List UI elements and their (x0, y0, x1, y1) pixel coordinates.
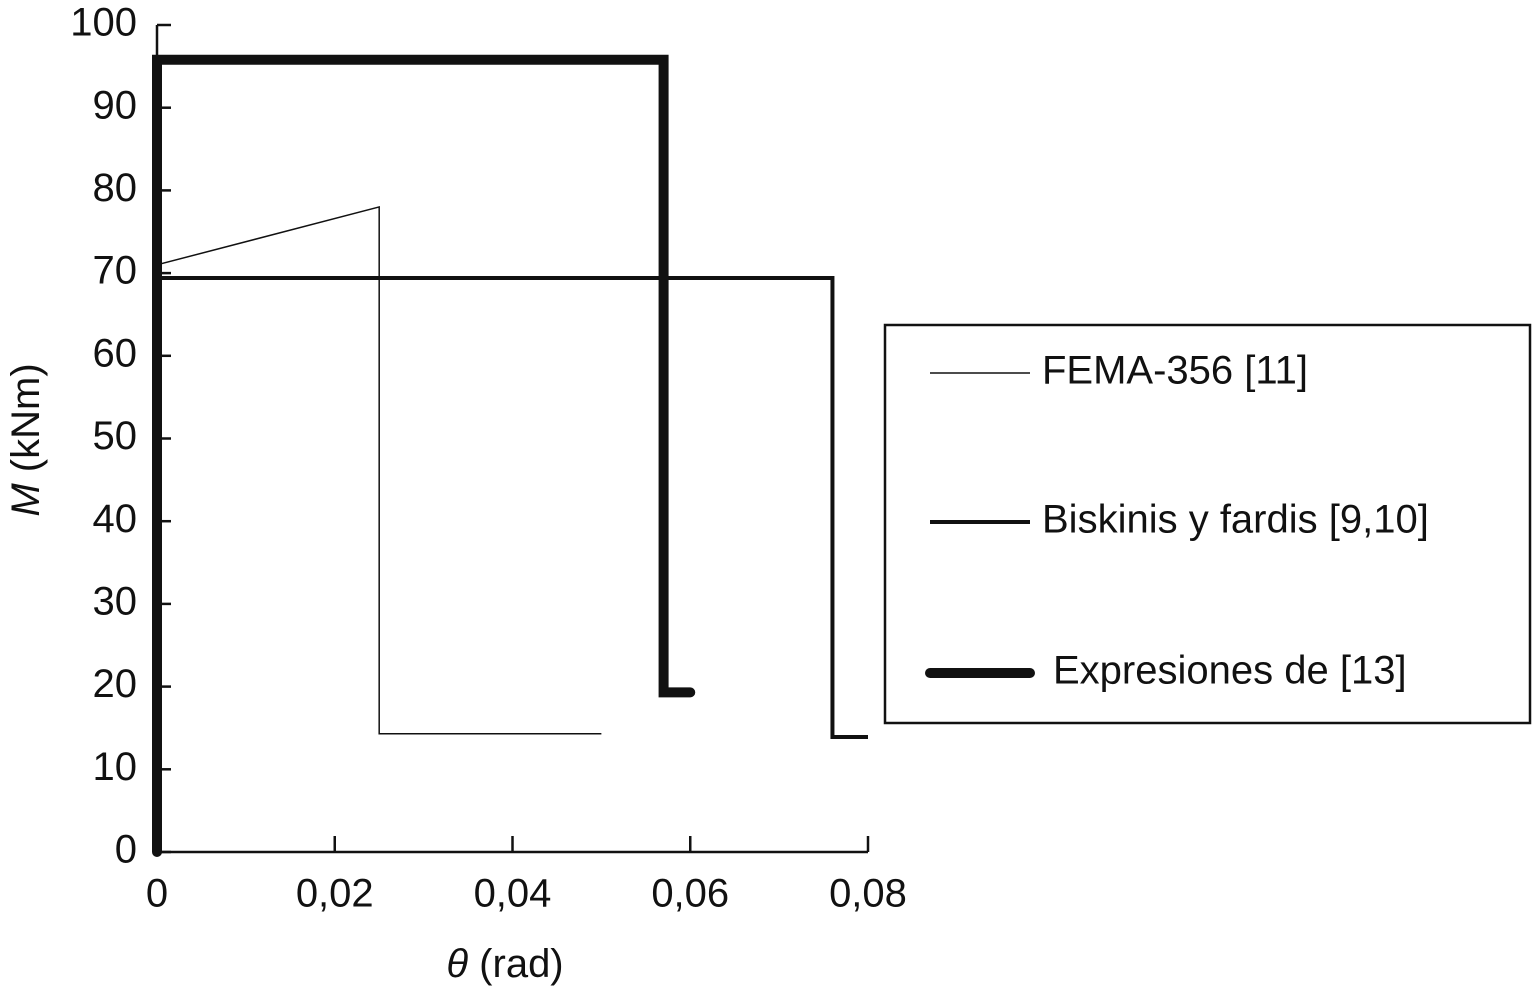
y-tick-label: 50 (93, 414, 138, 458)
y-tick-label: 90 (93, 83, 138, 127)
x-tick-label: 0,04 (474, 872, 552, 916)
y-axis-label: M (kNm) (4, 363, 48, 516)
line-series (152, 54, 696, 857)
y-tick-label: 100 (70, 1, 137, 45)
x-tick-label: 0,06 (651, 872, 729, 916)
x-tick-label: 0,08 (829, 872, 907, 916)
legend-label: Expresiones de [13] (1053, 649, 1407, 693)
y-tick-label: 40 (93, 497, 138, 541)
y-tick-label: 80 (93, 166, 138, 210)
y-tick-label: 60 (93, 331, 138, 375)
legend-box (883, 323, 1532, 725)
x-tick-label: 0,02 (296, 872, 374, 916)
legend-label: FEMA-356 [11] (1042, 349, 1308, 393)
legend-label: Biskinis y fardis [9,10] (1042, 498, 1429, 542)
y-tick-label: 0 (115, 828, 137, 872)
y-tick-label: 20 (93, 662, 138, 706)
y-tick-label: 10 (93, 745, 138, 789)
x-axis-label: θ (rad) (446, 942, 563, 986)
x-tick-label: 0 (146, 872, 168, 916)
y-tick-label: 30 (93, 579, 138, 623)
y-tick-label: 70 (93, 249, 138, 293)
line-series (156, 205, 602, 852)
line-series (155, 276, 868, 852)
